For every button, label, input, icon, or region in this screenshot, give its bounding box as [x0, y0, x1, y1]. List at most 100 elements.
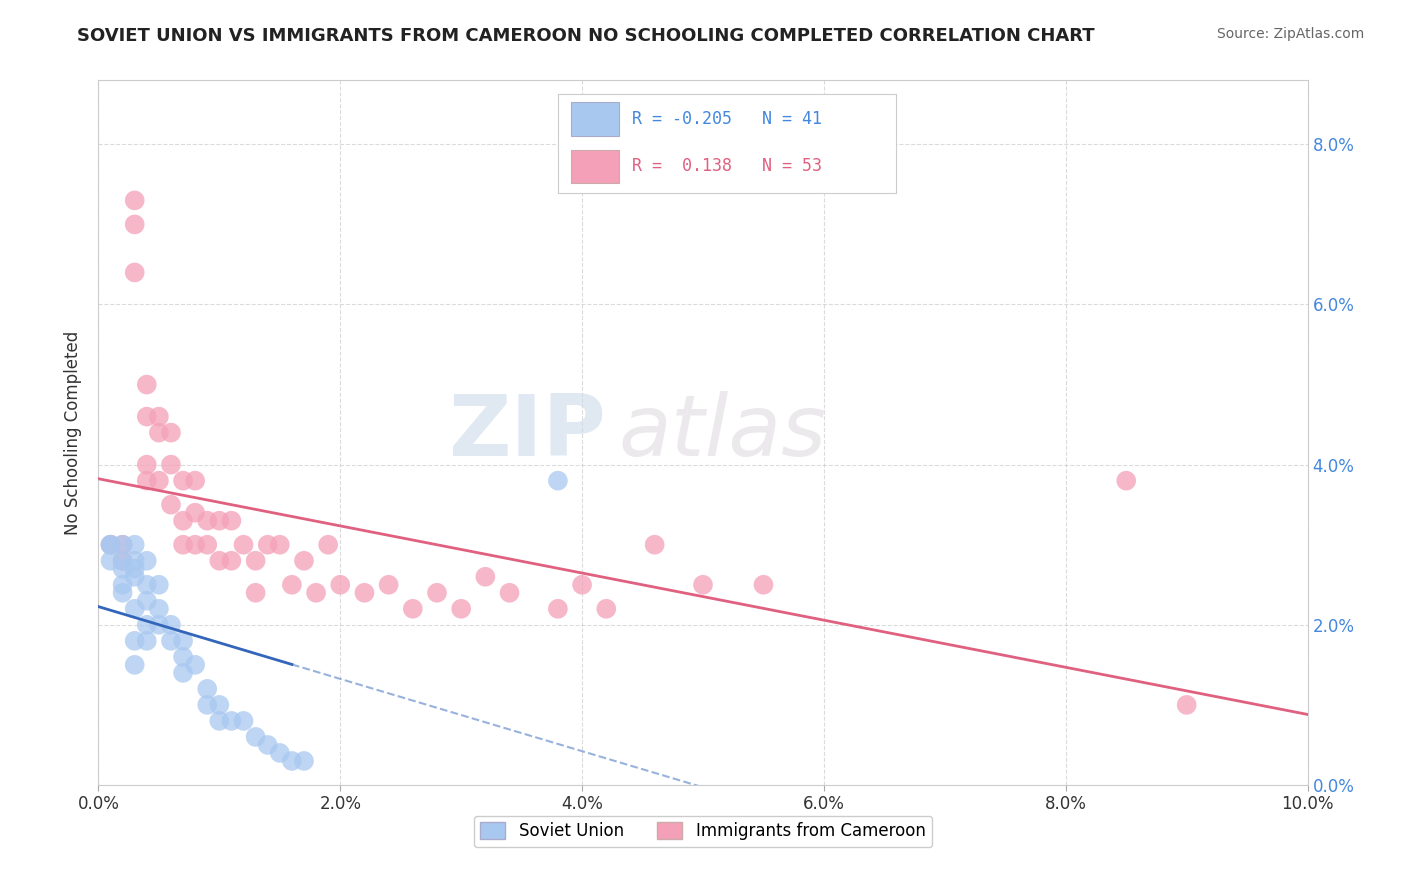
- Point: [329, 578, 352, 592]
- Point: [111, 554, 134, 568]
- Point: [148, 601, 170, 615]
- Point: [1175, 698, 1198, 712]
- Y-axis label: No Schooling Completed: No Schooling Completed: [65, 331, 83, 534]
- Point: [195, 698, 218, 712]
- Point: [172, 474, 194, 488]
- Point: [644, 538, 666, 552]
- Point: [498, 586, 520, 600]
- Point: [353, 586, 375, 600]
- Point: [245, 554, 267, 568]
- Point: [172, 514, 194, 528]
- Point: [269, 538, 291, 552]
- Point: [135, 377, 157, 392]
- Point: [135, 617, 157, 632]
- Point: [232, 714, 254, 728]
- Point: [292, 554, 315, 568]
- Point: [124, 538, 146, 552]
- Point: [269, 746, 291, 760]
- Point: [426, 586, 449, 600]
- Point: [402, 601, 425, 615]
- Point: [160, 633, 183, 648]
- Text: Source: ZipAtlas.com: Source: ZipAtlas.com: [1216, 27, 1364, 41]
- Point: [124, 633, 146, 648]
- Point: [692, 578, 714, 592]
- Point: [172, 538, 194, 552]
- Point: [1115, 474, 1137, 488]
- Point: [135, 474, 157, 488]
- Point: [595, 601, 617, 615]
- Point: [135, 409, 157, 424]
- Text: ZIP: ZIP: [449, 391, 606, 475]
- Point: [208, 514, 231, 528]
- Point: [245, 730, 267, 744]
- Point: [135, 594, 157, 608]
- Point: [124, 562, 146, 576]
- Point: [316, 538, 339, 552]
- Point: [148, 409, 170, 424]
- Point: [184, 538, 207, 552]
- Point: [305, 586, 328, 600]
- Point: [245, 586, 267, 600]
- Point: [148, 578, 170, 592]
- Point: [124, 265, 146, 279]
- Point: [184, 506, 207, 520]
- Point: [124, 570, 146, 584]
- Point: [450, 601, 472, 615]
- Point: [111, 586, 134, 600]
- Point: [124, 194, 146, 208]
- Point: [100, 538, 122, 552]
- Point: [124, 554, 146, 568]
- Point: [124, 218, 146, 232]
- Point: [160, 617, 183, 632]
- Point: [292, 754, 315, 768]
- Point: [377, 578, 399, 592]
- Point: [100, 554, 122, 568]
- Point: [172, 633, 194, 648]
- Point: [221, 714, 243, 728]
- Point: [100, 538, 122, 552]
- Point: [184, 657, 207, 672]
- Point: [124, 601, 146, 615]
- Point: [135, 554, 157, 568]
- Point: [256, 538, 278, 552]
- Point: [172, 649, 194, 664]
- Legend: Soviet Union, Immigrants from Cameroon: Soviet Union, Immigrants from Cameroon: [474, 815, 932, 847]
- Point: [208, 714, 231, 728]
- Point: [221, 554, 243, 568]
- Point: [172, 665, 194, 680]
- Point: [752, 578, 775, 592]
- Point: [135, 633, 157, 648]
- Point: [111, 538, 134, 552]
- Point: [208, 698, 231, 712]
- Point: [100, 538, 122, 552]
- Point: [281, 754, 304, 768]
- Point: [111, 578, 134, 592]
- Point: [195, 514, 218, 528]
- Point: [148, 617, 170, 632]
- Text: atlas: atlas: [619, 391, 827, 475]
- Point: [221, 514, 243, 528]
- Point: [184, 474, 207, 488]
- Point: [135, 578, 157, 592]
- Point: [111, 554, 134, 568]
- Point: [571, 578, 593, 592]
- Point: [124, 657, 146, 672]
- Point: [474, 570, 496, 584]
- Point: [547, 474, 569, 488]
- Point: [547, 601, 569, 615]
- Point: [148, 474, 170, 488]
- Point: [111, 562, 134, 576]
- Point: [256, 738, 278, 752]
- Point: [195, 681, 218, 696]
- Point: [160, 425, 183, 440]
- Point: [208, 554, 231, 568]
- Point: [232, 538, 254, 552]
- Point: [111, 538, 134, 552]
- Point: [160, 458, 183, 472]
- Point: [281, 578, 304, 592]
- Text: SOVIET UNION VS IMMIGRANTS FROM CAMEROON NO SCHOOLING COMPLETED CORRELATION CHAR: SOVIET UNION VS IMMIGRANTS FROM CAMEROON…: [77, 27, 1095, 45]
- Point: [160, 498, 183, 512]
- Point: [135, 458, 157, 472]
- Point: [148, 425, 170, 440]
- Point: [195, 538, 218, 552]
